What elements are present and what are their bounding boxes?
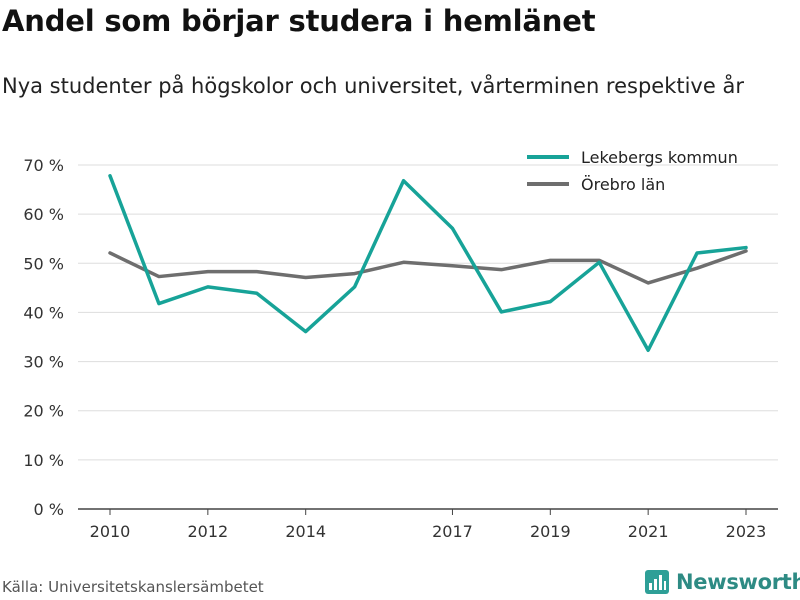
- x-tick-label: 2014: [285, 522, 326, 541]
- legend-label: Örebro län: [581, 175, 665, 194]
- legend-label: Lekebergs kommun: [581, 148, 738, 167]
- source-note: Källa: Universitetskanslersämbetet: [2, 578, 264, 596]
- legend: Lekebergs kommun Örebro län: [527, 148, 738, 194]
- series-line: [108, 174, 748, 353]
- series-lines: [108, 174, 748, 353]
- series-line: [108, 249, 748, 285]
- x-tick-label: 2010: [90, 522, 131, 541]
- x-tick-label: 2019: [530, 522, 571, 541]
- x-tick-label: 2023: [726, 522, 767, 541]
- y-tick-label: 50 %: [23, 254, 64, 273]
- x-tick-label: 2017: [432, 522, 473, 541]
- chart-title: Andel som börjar studera i hemlänet: [2, 4, 596, 38]
- bar-chart-icon: [645, 570, 669, 594]
- y-tick-label: 70 %: [23, 156, 64, 175]
- y-axis-ticks: 0 % 10 % 20 % 30 % 40 % 50 % 60 % 70 %: [23, 156, 64, 519]
- y-tick-label: 40 %: [23, 303, 64, 322]
- brand-name: Newsworthy: [676, 570, 800, 594]
- y-tick-label: 10 %: [23, 451, 64, 470]
- y-tick-label: 30 %: [23, 353, 64, 372]
- x-tick-label: 2021: [628, 522, 669, 541]
- x-tick-label: 2012: [187, 522, 228, 541]
- chart-subtitle: Nya studenter på högskolor och universit…: [2, 74, 744, 98]
- y-tick-label: 20 %: [23, 402, 64, 421]
- y-tick-label: 0 %: [34, 500, 64, 519]
- brand-logo: Newsworthy: [645, 570, 800, 594]
- x-axis-ticks: 2010 2012 2014 2017 2019 2021 2023: [90, 509, 767, 541]
- y-tick-label: 60 %: [23, 205, 64, 224]
- gridlines: [78, 164, 778, 510]
